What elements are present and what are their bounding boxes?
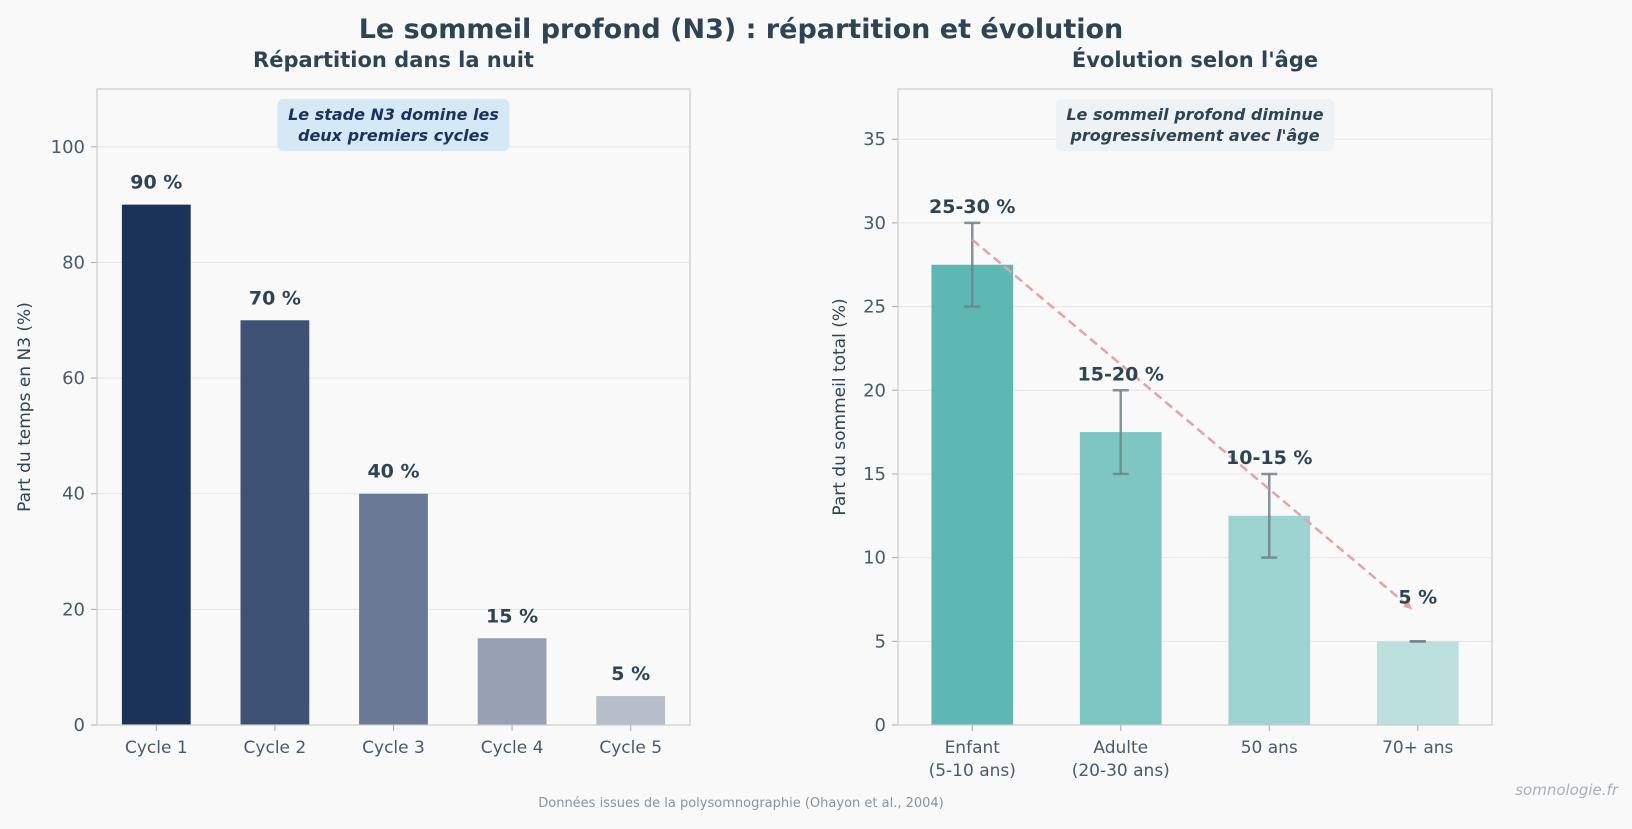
y-tick-label: 0 bbox=[875, 715, 886, 736]
annotation-text: Le stade N3 domine les deux premiers cycl… bbox=[288, 105, 499, 145]
bar-2 bbox=[1079, 432, 1162, 725]
y-tick-label: 5 bbox=[875, 631, 886, 652]
data-label-3: 10-15 % bbox=[1226, 447, 1312, 469]
data-label-4: 15 % bbox=[486, 605, 538, 627]
annotation-box bbox=[277, 99, 510, 151]
bar-3 bbox=[359, 493, 428, 725]
y-tick-label: 60 bbox=[62, 368, 85, 389]
y-tick-label: 25 bbox=[863, 297, 886, 318]
data-label-4: 5 % bbox=[1398, 586, 1437, 608]
subplot-title: Évolution selon l'âge bbox=[1072, 47, 1318, 72]
bar-4 bbox=[477, 638, 547, 725]
x-tick-label: 70+ ans bbox=[1382, 738, 1453, 758]
trend-arrow bbox=[971, 238, 1413, 610]
annotation-text: Le sommeil profond diminue progressivemen… bbox=[1066, 105, 1323, 145]
x-tick-label: Cycle 4 bbox=[481, 738, 544, 758]
y-tick-label: 100 bbox=[51, 137, 85, 158]
bar-1 bbox=[931, 264, 1014, 725]
data-label-2: 70 % bbox=[249, 287, 301, 309]
x-tick-label: Cycle 3 bbox=[362, 738, 425, 758]
source-note: Données issues de la polysomnographie (O… bbox=[538, 796, 944, 811]
data-label-1: 25-30 % bbox=[929, 196, 1015, 218]
x-tick-label: 50 ans bbox=[1241, 738, 1298, 758]
bar-2 bbox=[240, 320, 310, 725]
y-tick-label: 20 bbox=[62, 599, 85, 620]
data-label-3: 40 % bbox=[367, 461, 419, 483]
y-tick-label: 0 bbox=[74, 715, 85, 736]
y-tick-label: 80 bbox=[62, 252, 85, 273]
y-tick-label: 20 bbox=[863, 380, 886, 401]
x-tick-label: Cycle 5 bbox=[599, 738, 662, 758]
y-tick-label: 35 bbox=[863, 129, 886, 150]
subplot-title: Répartition dans la nuit bbox=[253, 48, 534, 72]
y-tick-label: 15 bbox=[863, 464, 886, 485]
right-chart-panel: 0 5 10 15 20 25 30 35 25-30 % 15-20 % 10-15 % 5 % En… bbox=[830, 47, 1493, 781]
x-tick-label: Cycle 2 bbox=[244, 738, 307, 758]
bar-1 bbox=[121, 204, 191, 726]
y-tick-label: 40 bbox=[62, 484, 85, 505]
data-label-2: 15-20 % bbox=[1078, 363, 1164, 385]
x-tick-label: Adulte (20-30 ans) bbox=[1072, 738, 1170, 781]
axes-frame bbox=[897, 88, 1493, 726]
annotation-box bbox=[1056, 99, 1334, 151]
left-chart-panel: 0 20 40 60 80 100 90 % 70 % 40 % 15 % 5 % Cycle 1 Cy… bbox=[15, 48, 691, 758]
watermark: somnologie.fr bbox=[1515, 781, 1619, 799]
x-tick-label: Cycle 1 bbox=[125, 738, 188, 758]
bar-4 bbox=[1376, 641, 1459, 725]
y-axis-label: Part du sommeil total (%) bbox=[830, 298, 850, 515]
data-label-1: 90 % bbox=[130, 172, 182, 194]
bar-5 bbox=[596, 696, 666, 725]
data-label-5: 5 % bbox=[611, 663, 650, 685]
y-tick-label: 10 bbox=[863, 548, 886, 569]
x-tick-label: Enfant (5-10 ans) bbox=[929, 738, 1016, 781]
y-axis-label: Part du temps en N3 (%) bbox=[15, 302, 35, 512]
figure-title: Le sommeil profond (N3) : répartition et… bbox=[359, 14, 1124, 45]
y-tick-label: 30 bbox=[863, 213, 886, 234]
